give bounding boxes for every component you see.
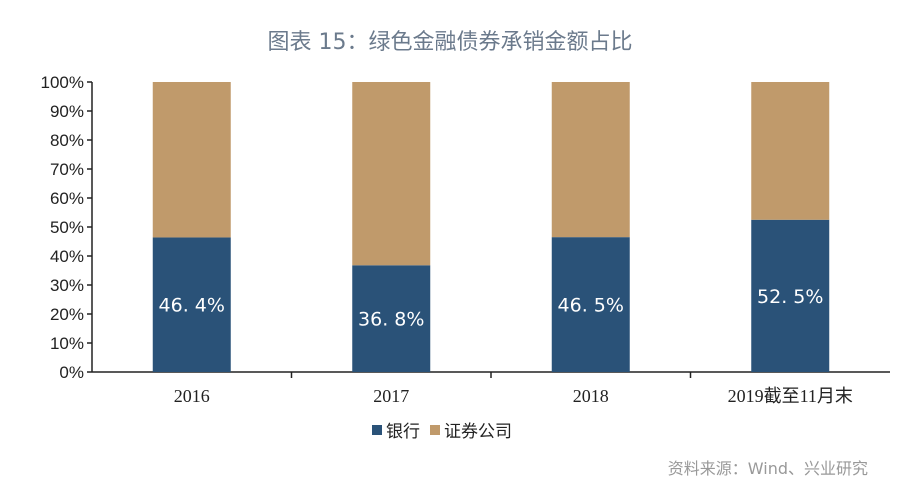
y-tick-label: 30%	[50, 276, 84, 295]
y-tick-label: 70%	[50, 160, 84, 179]
bar-data-label: 52. 5%	[757, 286, 823, 308]
bar-bank	[352, 265, 431, 372]
bar-bank	[152, 237, 231, 372]
y-tick-label: 100%	[41, 73, 84, 92]
y-tick-label: 80%	[50, 131, 84, 150]
y-tick-label: 60%	[50, 189, 84, 208]
legend-swatch	[372, 425, 382, 435]
x-tick-label: 2017	[373, 386, 409, 406]
x-tick-label: 2016	[174, 386, 210, 406]
bar-bank	[551, 237, 630, 372]
bar-securities	[751, 82, 830, 220]
bar-data-label: 36. 8%	[358, 309, 424, 331]
legend-label: 证券公司	[444, 422, 512, 442]
source-note: 资料来源：Wind、兴业研究	[667, 459, 868, 478]
bar-securities	[352, 82, 431, 266]
y-tick-label: 90%	[50, 102, 84, 121]
legend-label: 银行	[386, 422, 420, 442]
x-tick-label: 2019截至11月末	[728, 386, 853, 406]
legend-swatch	[430, 425, 440, 435]
y-tick-label: 20%	[50, 305, 84, 324]
bar-data-label: 46. 4%	[159, 295, 225, 317]
chart-title: 图表 15：绿色金融债券承销金额占比	[267, 30, 633, 55]
y-tick-label: 50%	[50, 218, 84, 237]
y-tick-label: 40%	[50, 247, 84, 266]
y-tick-label: 0%	[59, 363, 84, 382]
y-tick-label: 10%	[50, 334, 84, 353]
x-tick-label: 2018	[573, 386, 609, 406]
bar-securities	[152, 82, 231, 238]
bar-securities	[551, 82, 630, 238]
bar-data-label: 46. 5%	[558, 295, 624, 317]
bar-bank	[751, 219, 830, 372]
